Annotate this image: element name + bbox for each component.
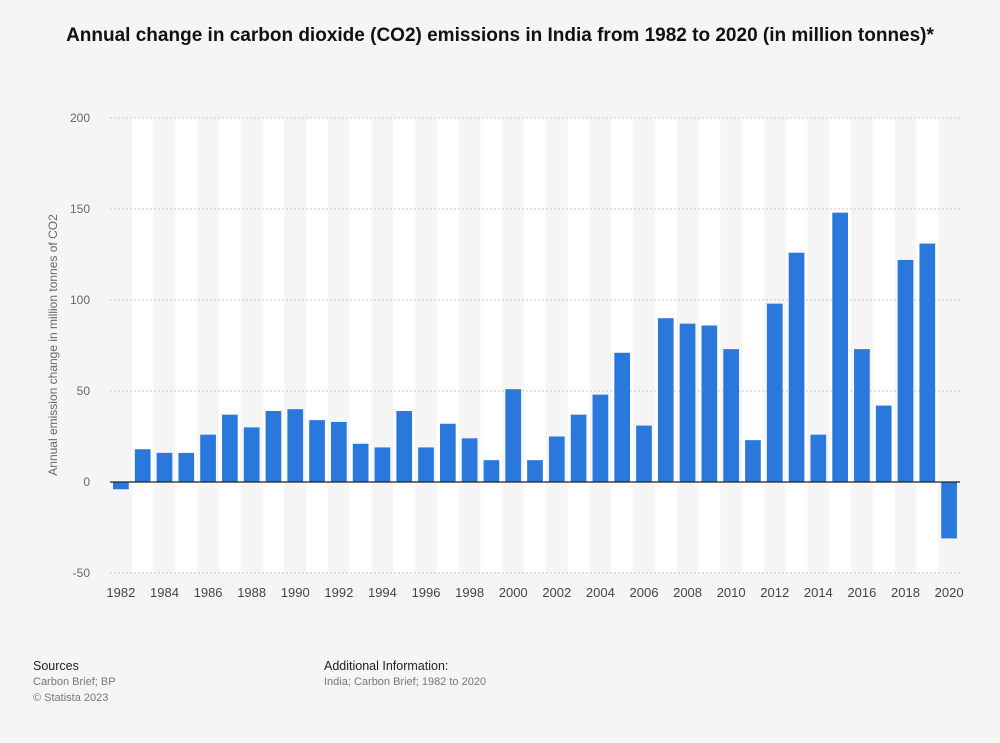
y-tick-label: 200 [70, 111, 90, 125]
bar [222, 414, 238, 482]
background-band [480, 118, 503, 573]
bar [679, 323, 696, 482]
bar [941, 482, 957, 539]
sources-text: Carbon Brief; BP [33, 676, 116, 688]
bar [810, 434, 827, 482]
x-tick-label: 2004 [586, 585, 615, 600]
x-tick-label: 1998 [455, 585, 484, 600]
bar [265, 411, 282, 482]
y-tick-label: 100 [70, 293, 90, 307]
bar [156, 452, 173, 482]
bar [527, 460, 543, 482]
bar [766, 303, 783, 482]
additional-info-heading: Additional Information: [324, 659, 449, 673]
x-tick-label: 1992 [324, 585, 353, 600]
background-band [218, 118, 241, 573]
background-band [742, 118, 764, 573]
additional-info-block: Additional Information: India; Carbon Br… [324, 658, 486, 690]
bar [854, 349, 870, 482]
bar [287, 409, 304, 482]
x-tick-label: 2016 [847, 585, 876, 600]
x-tick-label: 2014 [804, 585, 833, 600]
bar [875, 405, 892, 482]
x-tick-label: 1994 [368, 585, 397, 600]
bar [439, 423, 456, 482]
background-band [131, 118, 154, 573]
bar [636, 425, 652, 482]
background-band [611, 118, 634, 573]
sources-block: Sources Carbon Brief; BP © Statista 2023 [33, 658, 116, 706]
bar [592, 394, 609, 482]
x-tick-label: 2010 [717, 585, 746, 600]
y-tick-label: 150 [70, 202, 90, 216]
x-tick-label: 2008 [673, 585, 702, 600]
x-axis-ticks: 1982 1984 1986 1988 1990 1992 1994 1996 1998 2000… [106, 585, 963, 600]
bar [200, 434, 216, 482]
x-tick-label: 1990 [281, 585, 310, 600]
bar [418, 447, 434, 482]
bars [113, 212, 957, 539]
background-band [349, 118, 372, 573]
background-band [872, 118, 895, 573]
bar [919, 243, 936, 482]
bar [483, 460, 500, 482]
background-band [262, 118, 285, 573]
bar [396, 411, 413, 482]
bar [352, 443, 369, 482]
x-tick-label: 2002 [542, 585, 571, 600]
bar [745, 440, 761, 482]
x-tick-label: 1988 [237, 585, 266, 600]
bar [461, 438, 478, 482]
y-tick-label: -50 [73, 566, 91, 580]
bar [832, 212, 848, 482]
bar [548, 436, 565, 482]
bar [331, 421, 347, 482]
background-band [175, 118, 198, 573]
y-axis-label: Annual emission change in million tonnes… [46, 214, 60, 476]
chart-title: Annual change in carbon dioxide (CO2) em… [66, 25, 934, 46]
x-tick-label: 1986 [194, 585, 223, 600]
bar [570, 414, 587, 482]
bar [657, 318, 674, 482]
y-tick-label: 50 [77, 384, 91, 398]
y-axis-ticks: -50 0 50 100 150 200 [70, 111, 90, 580]
background-band [567, 118, 590, 573]
x-tick-label: 1982 [106, 585, 135, 600]
x-tick-label: 2006 [630, 585, 659, 600]
x-tick-label: 2012 [760, 585, 789, 600]
sources-heading: Sources [33, 659, 79, 673]
bar [134, 449, 151, 482]
bar [374, 447, 391, 482]
additional-info-text: India; Carbon Brief; 1982 to 2020 [324, 676, 487, 688]
x-tick-label: 1996 [412, 585, 441, 600]
bar [113, 482, 129, 490]
bar [788, 252, 805, 482]
bar [723, 349, 739, 482]
bar [505, 389, 522, 482]
gridlines [110, 117, 960, 574]
bar [701, 325, 718, 482]
background-band [393, 118, 416, 573]
background-bands [131, 118, 939, 573]
x-tick-label: 2018 [891, 585, 920, 600]
bar [243, 427, 260, 482]
x-tick-label: 2020 [935, 585, 964, 600]
bar [897, 259, 914, 482]
x-tick-label: 2000 [499, 585, 528, 600]
x-tick-label: 1984 [150, 585, 179, 600]
bar [614, 352, 631, 482]
bar [178, 452, 195, 482]
y-tick-label: 0 [83, 475, 90, 489]
background-band [306, 118, 328, 573]
background-band [436, 118, 459, 573]
copyright-text: © Statista 2023 [33, 692, 109, 704]
bar-chart: -50 0 50 100 150 200 1982 1984 1986 1988 1990 1992… [46, 111, 964, 600]
background-band [524, 118, 546, 573]
bar [309, 420, 325, 482]
